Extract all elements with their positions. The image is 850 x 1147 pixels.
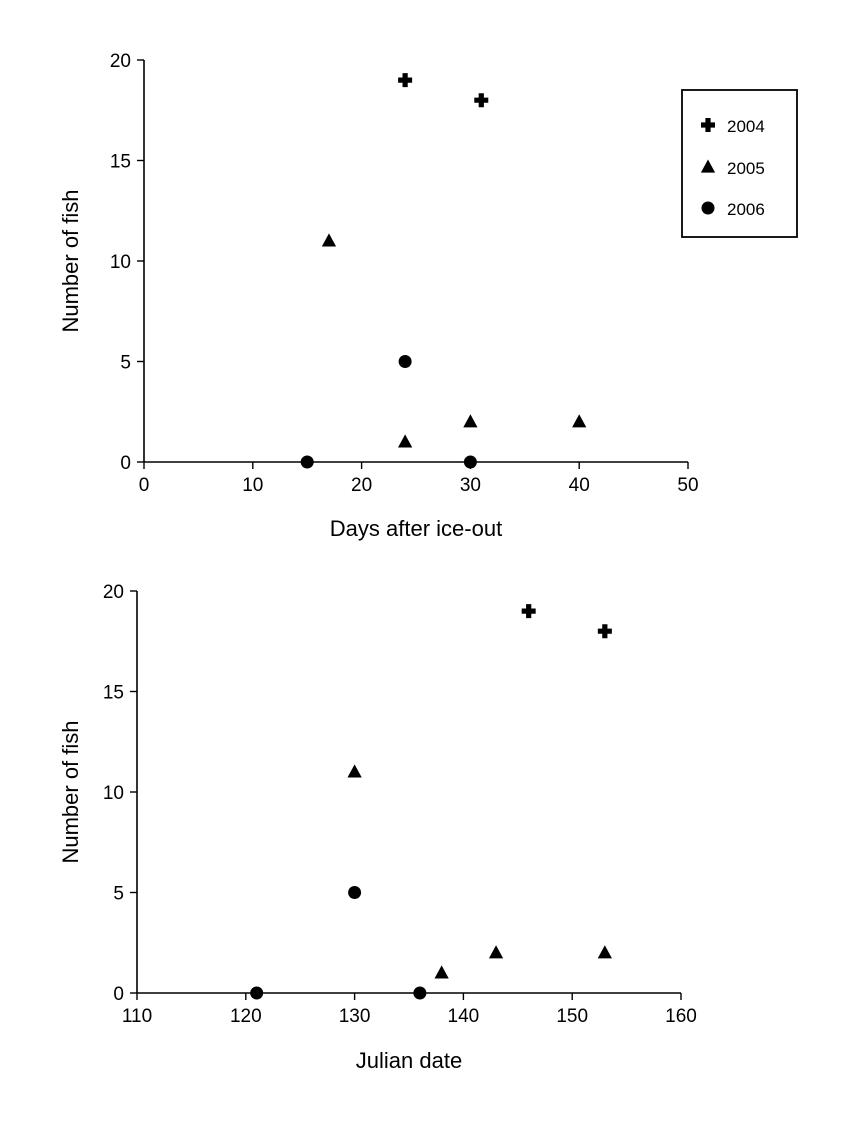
data-point-2004 <box>474 93 489 108</box>
legend: 2004 2005 2006 <box>681 89 798 238</box>
data-point-2006 <box>413 986 427 1000</box>
x-tick-label: 10 <box>242 475 263 496</box>
data-point-2004 <box>398 73 413 88</box>
x-tick-label: 0 <box>139 475 150 496</box>
data-point-2005 <box>321 233 337 247</box>
x-tick-label: 50 <box>677 475 698 496</box>
y-tick-label: 5 <box>113 884 124 905</box>
x-axis-label: Days after ice-out <box>330 516 502 541</box>
x-tick-label: 40 <box>569 475 590 496</box>
legend-box <box>681 89 798 238</box>
x-tick-label: 160 <box>665 1006 697 1027</box>
data-point-2006 <box>463 455 477 469</box>
x-tick-label: 20 <box>351 475 372 496</box>
y-tick-label: 20 <box>103 582 124 603</box>
x-tick-label: 140 <box>448 1006 480 1027</box>
legend-marker-2004 <box>701 118 715 132</box>
legend-marker-2005 <box>700 159 716 173</box>
data-point-2005 <box>434 965 449 979</box>
legend-label-2006: 2006 <box>727 200 765 219</box>
data-point-2005 <box>572 414 587 428</box>
legend-label-2004: 2004 <box>727 117 765 136</box>
x-tick-label: 130 <box>339 1006 371 1027</box>
y-tick-label: 0 <box>113 984 124 1005</box>
data-point-2006 <box>398 355 412 368</box>
data-point-2005 <box>397 434 413 448</box>
data-point-2005 <box>463 414 478 428</box>
x-tick-label: 30 <box>460 475 481 496</box>
chart-julian-date: 110 120 130 140 150 160 0 5 10 15 20 Julian date Num… <box>58 582 697 1073</box>
legend-label-2005: 2005 <box>727 159 765 178</box>
data-point-2005 <box>488 945 504 959</box>
y-axis-label: Number of fish <box>58 720 83 863</box>
y-tick-label: 0 <box>120 453 131 474</box>
y-tick-label: 10 <box>110 252 131 273</box>
data-point-2006 <box>300 455 314 469</box>
y-tick-label: 5 <box>120 353 131 374</box>
y-tick-label: 10 <box>103 783 124 804</box>
x-tick-label: 110 <box>122 1006 152 1027</box>
x-tick-label: 120 <box>230 1006 262 1027</box>
data-point-2004 <box>521 604 536 619</box>
y-tick-label: 15 <box>103 683 124 704</box>
data-point-2006 <box>250 986 264 1000</box>
x-axis-label: Julian date <box>356 1048 462 1073</box>
data-point-2005 <box>347 764 362 778</box>
data-point-2006 <box>348 886 362 899</box>
data-point-2005 <box>597 945 612 959</box>
legend-marker-2006 <box>701 201 715 215</box>
data-point-2004 <box>597 624 612 639</box>
y-tick-label: 15 <box>110 152 131 173</box>
x-tick-label: 150 <box>556 1006 588 1027</box>
chart-days-after-ice-out: 0 10 20 30 40 50 0 5 10 15 20 Days after ice-out Num… <box>58 51 798 541</box>
y-axis-label: Number of fish <box>58 189 83 332</box>
y-tick-label: 20 <box>110 51 131 72</box>
